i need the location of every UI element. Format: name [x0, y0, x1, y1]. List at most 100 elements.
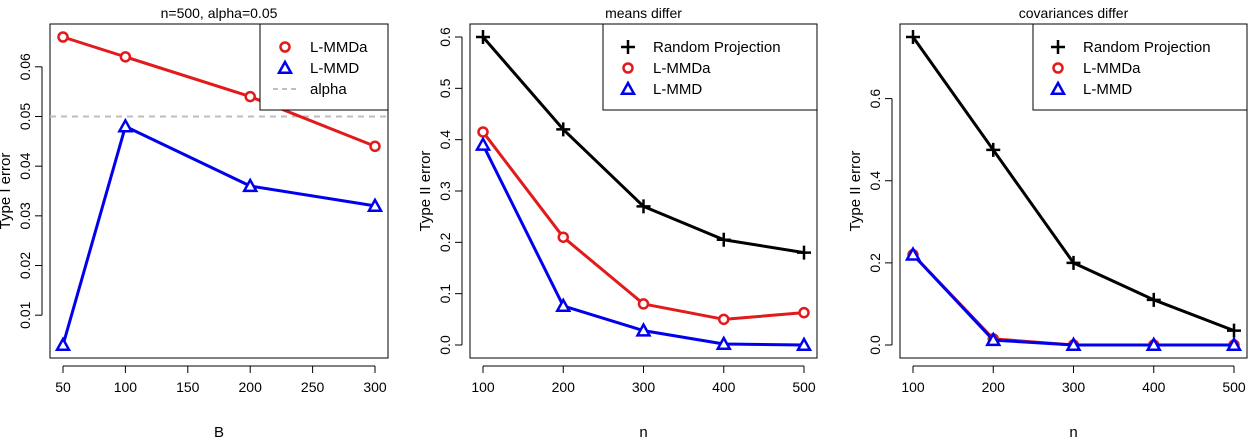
legend-label: L-MMDa — [653, 60, 711, 77]
y-tick-label: 0.4 — [867, 171, 883, 191]
data-point-circle — [477, 126, 489, 138]
y-tick-label: 0.0 — [437, 335, 453, 355]
data-point-triangle — [795, 336, 813, 352]
data-point-circle — [637, 298, 650, 310]
y-tick-label: 0.2 — [867, 253, 883, 273]
data-point-triangle — [1145, 336, 1162, 352]
legend-box — [602, 23, 818, 111]
series-random-projection — [476, 30, 811, 260]
legend-label: alpha — [310, 81, 347, 98]
data-point-triangle — [1049, 80, 1067, 96]
data-point-circle — [798, 306, 810, 319]
data-point-plus — [1146, 292, 1161, 307]
x-axis-label: B — [214, 424, 224, 441]
data-point-plus — [1066, 255, 1081, 270]
data-point-circle — [1052, 62, 1064, 74]
data-point-plus — [556, 122, 571, 137]
legend: Random Projection L-MMDa L-MMD — [1032, 23, 1248, 111]
legend-label: Random Projection — [1083, 39, 1211, 56]
y-tick-label: 0.6 — [867, 89, 883, 109]
data-point-triangle — [619, 80, 637, 96]
data-point-plus — [1051, 40, 1065, 54]
data-point-triangle — [904, 246, 922, 261]
y-tick-label: 0.0 — [867, 335, 883, 355]
x-axis-label: n — [1069, 424, 1077, 441]
data-point-triangle — [276, 59, 294, 75]
panel-3: covariances differ 100 200 300 400 500 n 0.0 0.2… — [847, 5, 1248, 441]
series-line — [62, 35, 376, 148]
y-tick-label: 0.06 — [17, 53, 33, 80]
chart-title: means differ — [605, 5, 682, 21]
legend-label: L-MMD — [310, 60, 359, 77]
x-tick-label: 100 — [901, 379, 925, 395]
series-l-mmda — [57, 31, 381, 153]
series-line — [61, 124, 376, 346]
panel-1: n=500, alpha=0.05 50 100 150 200 250 300 B 0.01 0… — [0, 5, 389, 441]
data-point-triangle — [54, 336, 72, 352]
x-tick-label: 100 — [471, 379, 495, 395]
x-tick-label: 200 — [239, 379, 263, 395]
x-tick-label: 150 — [176, 379, 200, 395]
series-l-mmd — [904, 246, 1243, 352]
legend-label: L-MMD — [1083, 81, 1132, 98]
data-point-triangle — [985, 331, 1002, 347]
y-tick-label: 0.4 — [437, 130, 453, 150]
y-tick-label: 0.2 — [437, 232, 453, 252]
y-tick-label: 0.1 — [437, 284, 453, 304]
y-tick-label: 0.03 — [17, 202, 33, 229]
y-axis-label: Type II error — [417, 151, 434, 232]
y-tick-label: 0.02 — [17, 252, 33, 279]
legend-label: L-MMD — [653, 81, 702, 98]
data-point-circle — [557, 231, 569, 243]
series-random-projection — [906, 30, 1241, 338]
chart-title: covariances differ — [1019, 5, 1129, 21]
data-point-triangle — [635, 322, 652, 337]
legend-label: L-MMDa — [310, 39, 368, 56]
x-tick-label: 200 — [552, 379, 576, 395]
x-tick-label: 200 — [982, 379, 1006, 395]
legend-label: L-MMDa — [1083, 60, 1141, 77]
data-point-triangle — [555, 297, 572, 313]
series-l-mmda — [477, 126, 810, 326]
series-line — [481, 131, 805, 321]
data-point-plus — [476, 30, 490, 44]
data-point-plus — [636, 199, 651, 214]
panel-2: means differ 100 200 300 400 500 n 0.0 0.1 0.2 0.3… — [417, 5, 818, 441]
data-point-plus — [621, 40, 635, 54]
y-axis-label: Type I error — [0, 153, 14, 230]
data-point-triangle — [242, 177, 259, 193]
data-point-plus — [906, 30, 920, 44]
x-tick-label: 500 — [792, 379, 816, 395]
x-tick-label: 300 — [1062, 379, 1086, 395]
data-point-triangle — [366, 197, 384, 212]
legend: L-MMDa L-MMD alpha — [259, 23, 389, 111]
x-tick-label: 100 — [114, 379, 138, 395]
x-axis-label: n — [639, 424, 647, 441]
y-tick-label: 0.5 — [437, 78, 453, 98]
y-tick-label: 0.01 — [17, 301, 33, 328]
legend-label: Random Projection — [653, 39, 781, 56]
data-point-plus — [986, 142, 1001, 157]
data-point-circle — [119, 51, 132, 63]
data-point-plus — [1227, 323, 1241, 338]
data-point-triangle — [1225, 336, 1243, 352]
data-point-triangle — [474, 136, 492, 151]
data-point-triangle — [117, 117, 134, 133]
y-tick-label: 0.04 — [17, 152, 33, 179]
x-tick-label: 50 — [55, 379, 71, 395]
y-tick-label: 0.6 — [437, 27, 453, 47]
y-tick-label: 0.3 — [437, 181, 453, 201]
x-tick-label: 400 — [712, 379, 736, 395]
x-tick-label: 300 — [363, 379, 387, 395]
chart-title: n=500, alpha=0.05 — [161, 5, 278, 21]
series-l-mmd — [474, 136, 813, 352]
y-axis-label: Type II error — [847, 151, 864, 232]
data-point-circle — [718, 313, 730, 326]
x-tick-label: 250 — [301, 379, 325, 395]
data-point-circle — [244, 90, 256, 103]
data-point-circle — [622, 62, 634, 74]
x-tick-label: 500 — [1222, 379, 1246, 395]
x-tick-label: 300 — [632, 379, 656, 395]
